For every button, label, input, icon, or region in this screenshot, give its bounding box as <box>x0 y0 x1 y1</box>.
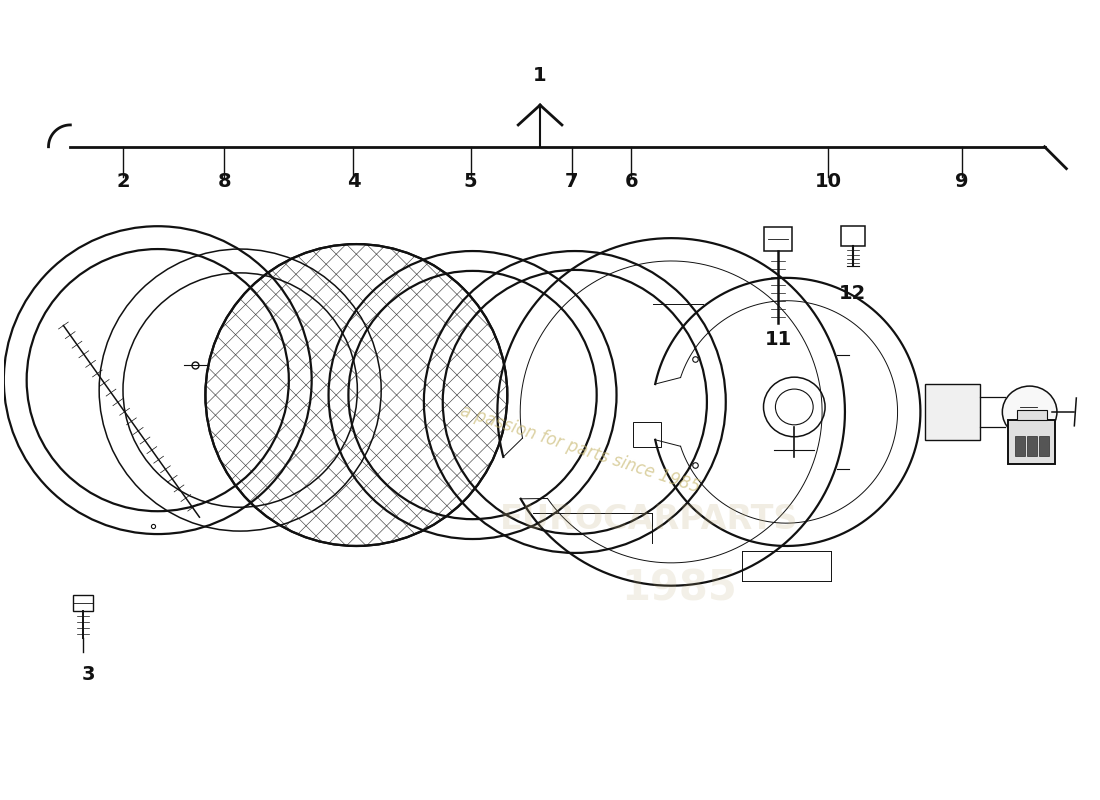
Text: 1: 1 <box>534 66 547 86</box>
Bar <box>634 422 661 446</box>
Bar <box>74 594 94 610</box>
Text: 11: 11 <box>764 330 792 350</box>
Text: 1985: 1985 <box>621 568 737 610</box>
Text: 9: 9 <box>956 171 969 190</box>
Text: 3: 3 <box>81 665 95 684</box>
Bar <box>1038 436 1048 456</box>
Bar <box>764 227 792 251</box>
Circle shape <box>206 244 507 546</box>
Bar <box>1008 420 1056 463</box>
Bar <box>1016 410 1046 420</box>
Text: 8: 8 <box>218 171 231 190</box>
Bar <box>925 384 980 440</box>
Text: a passion for parts since 1985: a passion for parts since 1985 <box>458 402 702 497</box>
Bar <box>1014 436 1025 456</box>
Text: 2: 2 <box>117 171 130 190</box>
Text: 6: 6 <box>625 171 638 190</box>
Text: 7: 7 <box>565 171 579 190</box>
Bar <box>842 226 865 246</box>
Text: 10: 10 <box>815 171 842 190</box>
Text: 12: 12 <box>839 284 867 303</box>
Text: EUROCARPARTS: EUROCARPARTS <box>500 502 799 536</box>
Ellipse shape <box>1002 386 1057 438</box>
Text: 5: 5 <box>464 171 477 190</box>
Bar <box>1026 436 1036 456</box>
Text: 4: 4 <box>346 171 360 190</box>
